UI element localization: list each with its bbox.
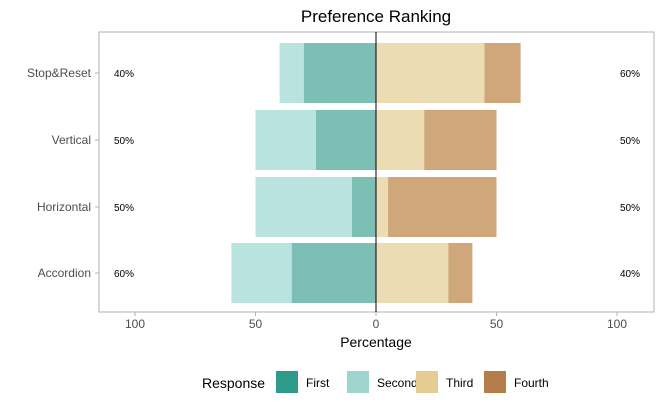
- bar-vertical-first: [315, 110, 376, 170]
- left-percent-label: 50%: [114, 203, 134, 214]
- bar-horizontal-third: [376, 177, 389, 237]
- legend-label-second: Second: [377, 376, 418, 390]
- legend: Response First Second Third Fourth: [202, 371, 549, 393]
- right-percent-label: 60%: [620, 69, 640, 80]
- bar-stop-reset-first: [303, 43, 376, 103]
- legend-key-second: [347, 371, 369, 393]
- bars-layer: [231, 43, 521, 303]
- x-axis: 100 50 0 50 100: [125, 312, 627, 331]
- bar-accordion-first: [291, 243, 376, 303]
- percent-labels: 40% 60% 50% 50% 50% 50% 60% 40%: [114, 69, 640, 280]
- bar-stop-reset-third: [376, 43, 485, 103]
- bar-horizontal-fourth: [388, 177, 497, 237]
- left-percent-label: 40%: [114, 69, 134, 80]
- x-tick-label: 0: [373, 317, 380, 331]
- left-percent-label: 60%: [114, 269, 134, 280]
- legend-key-fourth: [484, 371, 506, 393]
- x-tick-label: 50: [490, 317, 504, 331]
- bar-accordion-fourth: [448, 243, 473, 303]
- bar-horizontal-first: [351, 177, 376, 237]
- x-tick-label: 100: [125, 317, 145, 331]
- bar-vertical-fourth: [424, 110, 497, 170]
- category-label-stop-reset: Stop&Reset: [27, 66, 92, 80]
- legend-label-third: Third: [446, 376, 473, 390]
- right-percent-label: 50%: [620, 136, 640, 147]
- legend-key-first: [276, 371, 298, 393]
- bar-accordion-second: [231, 243, 292, 303]
- bar-vertical-third: [376, 110, 425, 170]
- chart-title: Preference Ranking: [301, 7, 451, 26]
- category-axis: Stop&Reset Vertical Horizontal Accordion: [27, 66, 99, 280]
- x-axis-title: Percentage: [340, 334, 412, 350]
- category-label-vertical: Vertical: [52, 133, 91, 147]
- right-percent-label: 50%: [620, 203, 640, 214]
- bar-horizontal-second: [255, 177, 352, 237]
- x-tick-label: 50: [249, 317, 263, 331]
- left-percent-label: 50%: [114, 136, 134, 147]
- right-percent-label: 40%: [620, 269, 640, 280]
- bar-stop-reset-second: [279, 43, 304, 103]
- bar-accordion-third: [376, 243, 449, 303]
- bar-stop-reset-fourth: [484, 43, 521, 103]
- legend-title: Response: [202, 375, 265, 391]
- x-tick-label: 100: [607, 317, 627, 331]
- legend-label-first: First: [306, 376, 330, 390]
- legend-key-third: [416, 371, 438, 393]
- category-label-accordion: Accordion: [38, 266, 91, 280]
- category-label-horizontal: Horizontal: [37, 200, 91, 214]
- bar-vertical-second: [255, 110, 316, 170]
- legend-label-fourth: Fourth: [514, 376, 549, 390]
